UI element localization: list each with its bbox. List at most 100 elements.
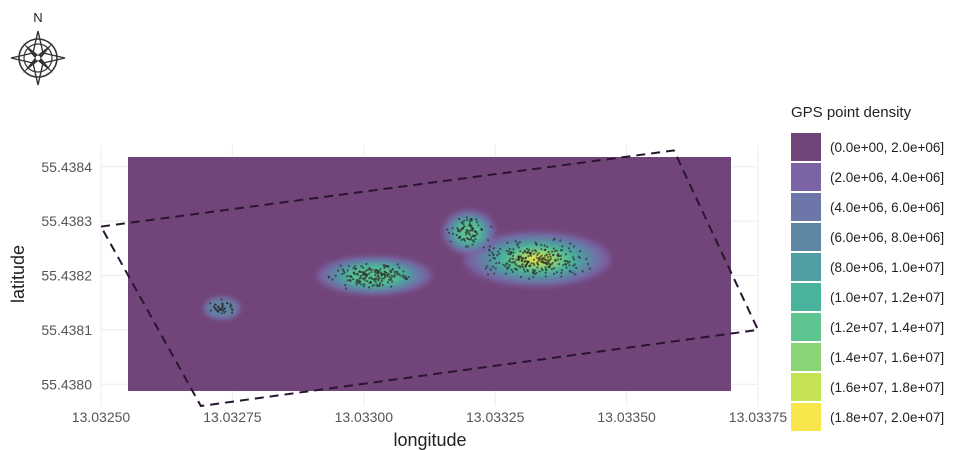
gps-point: [532, 252, 536, 255]
gps-point: [468, 233, 471, 236]
gps-point: [377, 276, 381, 280]
gps-point: [226, 302, 229, 305]
gps-point: [379, 268, 382, 271]
gps-point: [488, 248, 491, 251]
gps-point: [493, 272, 496, 275]
gps-point: [536, 266, 539, 269]
gps-point: [488, 245, 492, 248]
gps-point: [560, 269, 564, 272]
gps-point: [544, 254, 547, 257]
gps-point: [581, 270, 584, 273]
y-axis-ticks: 55.4380 55.4381 55.4382 55.4383 55.4384: [41, 159, 92, 393]
gps-point: [550, 268, 554, 271]
gps-point: [547, 250, 550, 254]
gps-point: [528, 251, 531, 254]
gps-point: [376, 274, 379, 277]
gps-point: [464, 231, 468, 234]
gps-point: [543, 256, 546, 259]
gps-point: [572, 264, 575, 267]
gps-point: [398, 266, 401, 269]
gps-point: [508, 259, 511, 262]
gps-point: [451, 227, 454, 230]
gps-point: [552, 238, 555, 242]
gps-point: [545, 268, 548, 271]
legend-swatch: [791, 223, 821, 251]
gps-point: [370, 270, 373, 274]
gps-point: [367, 272, 371, 275]
gps-point: [492, 247, 496, 250]
gps-point: [502, 263, 505, 266]
gps-point: [391, 268, 394, 271]
gps-point: [221, 306, 224, 309]
gps-point: [364, 269, 368, 272]
gps-point: [368, 266, 371, 270]
gps-point: [523, 270, 527, 273]
gps-point: [549, 257, 552, 261]
gps-point: [360, 265, 363, 268]
gps-point: [346, 269, 349, 272]
gps-point: [392, 275, 395, 278]
gps-point: [548, 262, 551, 265]
legend-title: GPS point density: [791, 104, 912, 121]
gps-point: [397, 272, 400, 275]
gps-point: [488, 253, 491, 257]
gps-point: [509, 257, 512, 260]
compass: N: [10, 10, 66, 86]
gps-point: [565, 266, 568, 269]
gps-point: [475, 218, 478, 221]
gps-point: [365, 273, 368, 276]
gps-point: [538, 259, 541, 263]
gps-point: [540, 254, 543, 257]
gps-point: [374, 280, 377, 283]
gps-point: [229, 305, 232, 308]
gps-point: [462, 237, 465, 241]
gps-point: [513, 261, 516, 264]
gps-point: [366, 280, 369, 283]
legend-label: (4.0e+06, 6.0e+06]: [830, 200, 944, 215]
gps-point: [510, 261, 514, 264]
gps-point: [461, 221, 464, 224]
gps-point: [475, 231, 478, 234]
gps-point: [489, 268, 492, 271]
gps-point: [359, 276, 362, 279]
gps-point: [334, 274, 337, 277]
gps-point: [516, 244, 519, 247]
gps-point: [543, 248, 546, 252]
legend-swatch: [791, 133, 821, 161]
gps-point: [345, 274, 349, 278]
gps-point: [518, 241, 521, 244]
gps-point: [525, 251, 528, 254]
gps-point: [470, 218, 473, 221]
gps-points: [209, 216, 592, 315]
gps-point: [545, 253, 548, 256]
gps-point: [386, 264, 390, 268]
x-tick-label: 13.03375: [729, 409, 788, 425]
gps-point: [559, 239, 562, 242]
y-tick-label: 55.4382: [41, 268, 92, 284]
gps-point: [366, 268, 369, 271]
legend-label: (1.8e+07, 2.0e+07]: [830, 410, 944, 425]
gps-point: [507, 250, 511, 253]
gps-point: [588, 267, 592, 270]
legend-label: (1.2e+07, 1.4e+07]: [830, 320, 944, 335]
gps-point: [370, 276, 373, 279]
gps-point: [532, 258, 536, 261]
gps-point: [506, 266, 509, 270]
gps-point: [524, 265, 527, 268]
legend-swatch: [791, 163, 821, 191]
gps-point: [560, 271, 563, 275]
gps-point: [382, 277, 386, 280]
gps-point: [526, 262, 529, 265]
gps-point: [216, 310, 219, 313]
gps-point: [509, 252, 512, 255]
gps-point: [469, 238, 473, 241]
gps-point: [491, 251, 494, 254]
gps-point: [395, 271, 398, 274]
gps-point: [352, 278, 355, 281]
gps-point: [477, 224, 480, 227]
gps-point: [383, 270, 386, 273]
gps-point: [448, 231, 451, 235]
gps-point: [544, 275, 547, 278]
gps-point: [341, 272, 344, 276]
gps-point: [348, 278, 352, 282]
